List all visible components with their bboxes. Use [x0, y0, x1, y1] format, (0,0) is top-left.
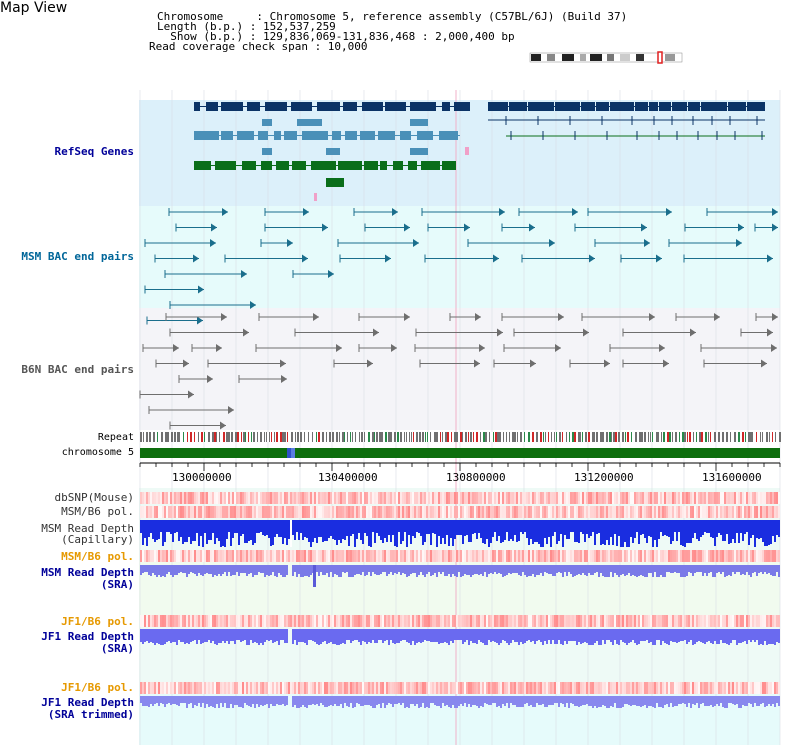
label-refseq-genes[interactable]: RefSeq Genes — [54, 145, 134, 158]
show-range-info: Show (b.p.) : 129,836,069-131,836,468 : … — [157, 30, 515, 43]
tick-label: 130400000 — [318, 471, 378, 484]
msm-bac-track-bg — [139, 206, 780, 308]
grid-lines — [139, 90, 781, 745]
label-dbsnp[interactable]: dbSNP(Mouse) — [54, 491, 134, 504]
label-msm-bac[interactable]: MSM BAC end pairs — [21, 250, 134, 263]
label-msm-b6-pol-sra[interactable]: MSM/B6 pol. — [61, 550, 134, 563]
polymorphism-and-depth-tracks[interactable] — [140, 492, 780, 708]
label-msm-b6-pol[interactable]: MSM/B6 pol. — [61, 505, 134, 518]
label-repeat[interactable]: Repeat — [97, 432, 134, 443]
refseq-genes-track[interactable] — [194, 102, 765, 201]
label-b6n-bac[interactable]: B6N BAC end pairs — [21, 363, 134, 376]
label-jf1-b6-pol[interactable]: JF1/B6 pol. — [61, 615, 134, 628]
tick-label: 131200000 — [574, 471, 634, 484]
chromosome-ideogram[interactable] — [529, 51, 683, 64]
tick-label: 130800000 — [446, 471, 506, 484]
label-jf1-b6-pol-trimmed[interactable]: JF1/B6 pol. — [61, 681, 134, 694]
chromosome-info: Chromosome : Chromosome 5, reference ass… — [157, 10, 628, 23]
tick-label: 131600000 — [702, 471, 762, 484]
position-axis — [139, 462, 781, 471]
label-msm-read-depth-sra[interactable]: MSM Read Depth (SRA) — [41, 566, 134, 591]
b6n-bac-track-bg — [139, 308, 780, 430]
msm-bac-end-pairs-track[interactable] — [144, 208, 778, 325]
tick-label: 130000000 — [172, 471, 232, 484]
b6n-bac-end-pairs-track[interactable] — [139, 313, 778, 430]
ideogram-position-marker — [657, 51, 663, 64]
chromosome-bar[interactable] — [140, 448, 780, 458]
label-chromosome[interactable]: chromosome 5 — [61, 447, 134, 458]
length-info: Length (b.p.) : 152,537,259 — [157, 20, 336, 33]
label-jf1-read-depth-sra[interactable]: JF1 Read Depth (SRA) — [41, 630, 134, 655]
label-msm-read-depth-capillary[interactable]: MSM Read Depth (Capillary) — [41, 522, 134, 546]
refseq-track-bg — [139, 100, 780, 206]
coverage-span-info: Read coverage check span : 10,000 — [149, 40, 368, 53]
label-jf1-read-depth-trimmed[interactable]: JF1 Read Depth (SRA trimmed) — [41, 696, 134, 721]
page-title: Map View — [0, 0, 68, 16]
repeat-track[interactable] — [140, 432, 781, 442]
